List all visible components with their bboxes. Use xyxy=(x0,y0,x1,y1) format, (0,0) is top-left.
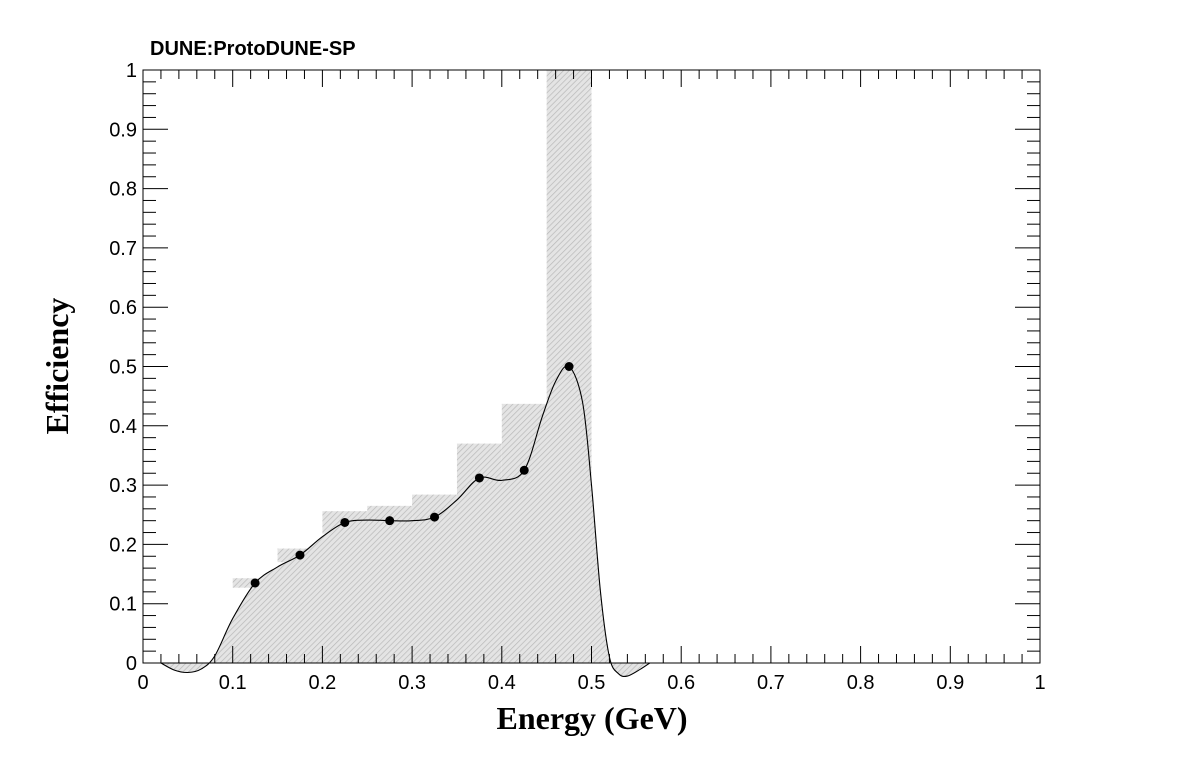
data-point xyxy=(430,512,440,522)
x-tick-label: 0.9 xyxy=(936,672,964,694)
y-tick-label: 0.1 xyxy=(109,594,137,616)
data-point xyxy=(295,550,305,560)
y-axis-title: Efficiency xyxy=(39,298,75,435)
y-tick-label: 0.4 xyxy=(109,416,137,438)
y-tick-labels: 0 0.1 0.2 0.3 0.4 0.5 0.6 0.7 0.8 0.9 1 xyxy=(109,60,137,675)
y-tick-label: 0.9 xyxy=(109,119,137,141)
y-tick-label: 0.2 xyxy=(109,534,137,556)
x-tick-label: 0 xyxy=(137,672,148,694)
x-tick-label: 1 xyxy=(1034,672,1045,694)
y-tick-label: 1 xyxy=(126,60,137,82)
data-point xyxy=(385,516,395,526)
x-axis-title: Energy (GeV) xyxy=(496,700,687,736)
curve-layer xyxy=(160,365,651,678)
x-tick-label: 0.3 xyxy=(398,672,426,694)
data-point xyxy=(519,465,529,475)
x-tick-label: 0.7 xyxy=(757,672,785,694)
tick-layer xyxy=(142,69,1041,664)
data-point xyxy=(250,578,260,588)
y-tick-label: 0.3 xyxy=(109,475,137,497)
x-tick-labels: 0 0.1 0.2 0.3 0.4 0.5 0.6 0.7 0.8 0.9 1 xyxy=(137,672,1045,694)
x-tick-label: 0.8 xyxy=(847,672,875,694)
y-tick-label: 0 xyxy=(126,653,137,675)
x-tick-label: 0.6 xyxy=(667,672,695,694)
x-tick-label: 0.1 xyxy=(219,672,247,694)
smooth-curve xyxy=(160,365,651,678)
data-point xyxy=(474,473,484,483)
x-tick-label: 0.5 xyxy=(578,672,606,694)
y-tick-label: 0.8 xyxy=(109,179,137,201)
data-point xyxy=(340,517,350,527)
chart-title: DUNE:ProtoDUNE-SP xyxy=(150,38,356,60)
x-tick-label: 0.4 xyxy=(488,672,516,694)
data-point xyxy=(564,362,574,371)
y-tick-label: 0.6 xyxy=(109,297,137,319)
y-tick-label: 0.7 xyxy=(109,238,137,260)
point-layer xyxy=(250,362,574,588)
y-tick-label: 0.5 xyxy=(109,357,137,379)
x-tick-label: 0.2 xyxy=(308,672,336,694)
